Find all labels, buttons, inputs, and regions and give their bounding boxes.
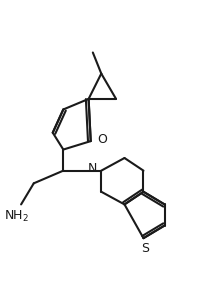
Text: S: S: [142, 242, 150, 255]
Text: NH$_2$: NH$_2$: [4, 208, 29, 224]
Text: O: O: [97, 132, 107, 146]
Text: N: N: [88, 162, 97, 175]
